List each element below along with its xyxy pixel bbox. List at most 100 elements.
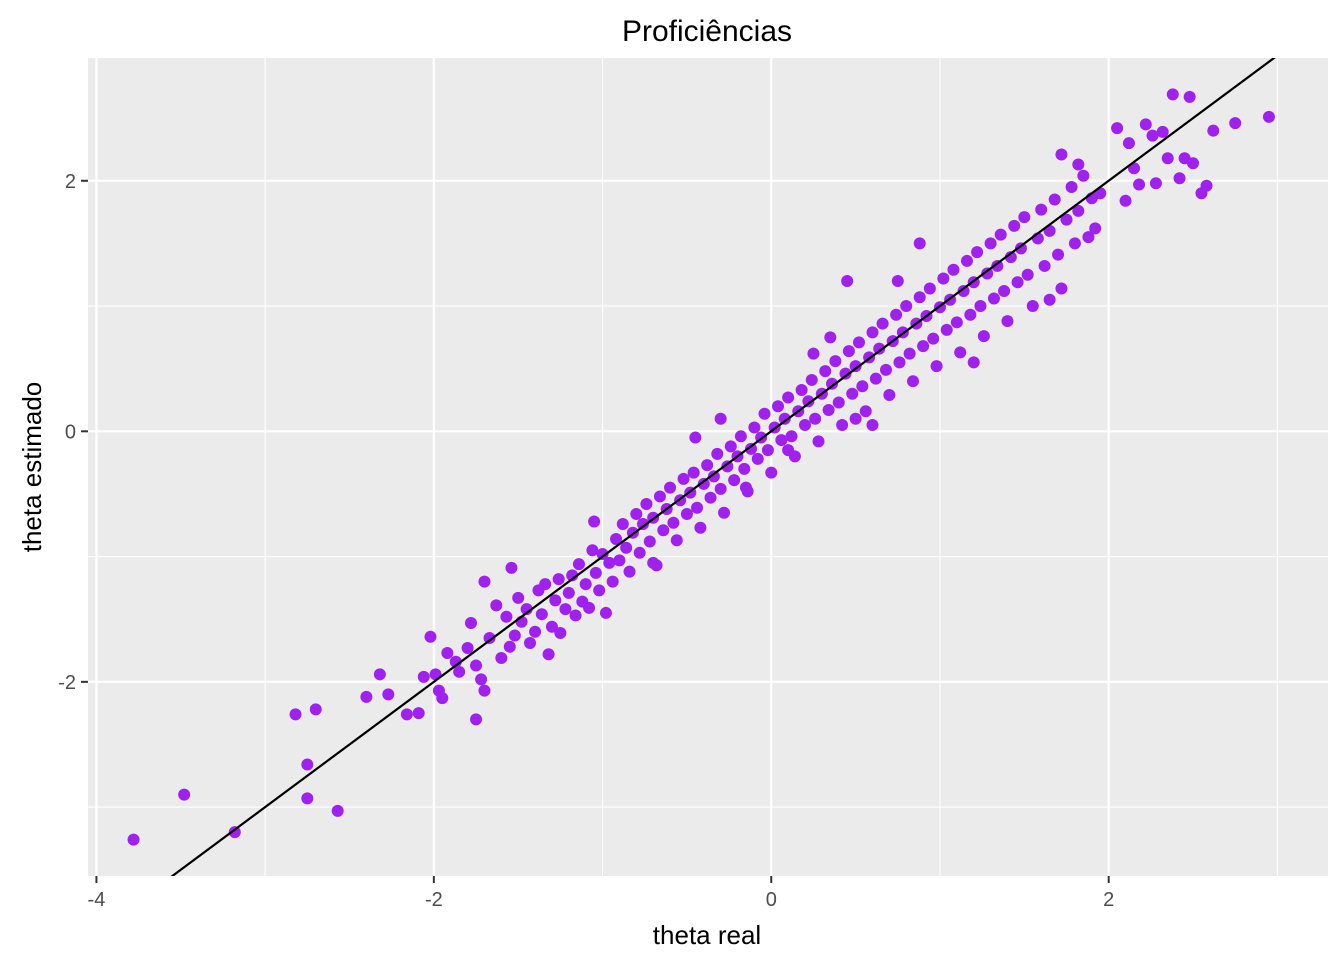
data-point (1008, 219, 1021, 232)
data-point (301, 758, 314, 771)
data-point (694, 521, 707, 534)
data-point (824, 331, 837, 344)
data-point (1014, 242, 1027, 255)
data-point (998, 284, 1011, 297)
data-point (470, 659, 483, 672)
data-point (981, 267, 994, 280)
data-point (616, 517, 629, 530)
data-point (687, 466, 700, 479)
data-point (453, 665, 466, 678)
data-point (657, 524, 670, 537)
data-point (971, 246, 984, 259)
data-point (623, 565, 636, 578)
data-point (490, 599, 503, 612)
data-point (728, 474, 741, 487)
data-point (1026, 300, 1039, 313)
data-point (832, 396, 845, 409)
data-point (691, 501, 704, 514)
data-point (836, 419, 849, 432)
data-point (441, 647, 454, 660)
data-point (1004, 251, 1017, 264)
data-point (748, 421, 761, 434)
data-point (436, 692, 449, 705)
data-point (940, 323, 953, 336)
data-point (758, 407, 771, 420)
data-point (724, 440, 737, 453)
data-point (309, 703, 322, 716)
data-point (950, 316, 963, 329)
data-point (640, 497, 653, 510)
data-point (866, 326, 879, 339)
data-point (520, 603, 533, 616)
data-point (937, 272, 950, 285)
y-tick-label: 2 (65, 171, 76, 193)
data-point (1082, 231, 1095, 244)
data-point (842, 345, 855, 358)
data-point (846, 387, 859, 400)
data-point (839, 367, 852, 380)
data-point (424, 630, 437, 643)
x-tick-label: 0 (766, 889, 777, 911)
data-point (711, 447, 724, 460)
data-point (1048, 193, 1061, 206)
data-point (549, 594, 562, 607)
data-point (478, 575, 491, 588)
data-point (906, 375, 919, 388)
data-point (984, 237, 997, 250)
data-point (917, 340, 930, 353)
data-point (1001, 315, 1014, 328)
data-point (826, 377, 838, 390)
data-point (1133, 178, 1146, 191)
data-point (301, 792, 314, 805)
data-point (822, 404, 835, 417)
data-point (667, 516, 680, 529)
data-point (1119, 194, 1132, 207)
y-tick-label: 0 (65, 421, 76, 443)
data-point (745, 442, 758, 455)
data-point (552, 573, 565, 586)
data-point (495, 652, 508, 665)
data-point (778, 412, 791, 425)
data-point (603, 556, 616, 569)
data-point (807, 347, 820, 360)
data-point (809, 412, 822, 425)
data-point (1052, 248, 1065, 261)
data-point (1068, 237, 1081, 250)
data-point (765, 466, 778, 479)
data-point (856, 380, 869, 393)
data-point (900, 300, 913, 313)
data-point (1011, 276, 1024, 289)
data-point (795, 383, 808, 396)
data-point (704, 491, 717, 504)
data-point (738, 462, 751, 475)
data-point (869, 372, 882, 385)
minor-gridlines (88, 58, 1328, 876)
data-point (1200, 179, 1213, 192)
data-point (714, 412, 727, 425)
data-point (127, 833, 140, 846)
data-point (382, 688, 395, 701)
data-point (689, 431, 702, 444)
data-point (586, 544, 599, 557)
data-point (1065, 181, 1078, 194)
data-point (178, 788, 191, 801)
y-axis: -2 0 2 (58, 171, 88, 694)
data-point (1043, 293, 1056, 306)
x-tick-label: 2 (1103, 889, 1114, 911)
data-point (913, 291, 926, 304)
data-point (1060, 213, 1073, 226)
data-point (819, 365, 832, 378)
data-point (610, 533, 623, 546)
data-point (599, 606, 612, 619)
data-point (606, 575, 619, 588)
data-point (680, 507, 693, 520)
data-point (412, 707, 425, 720)
data-point (1139, 118, 1152, 131)
data-point (859, 405, 872, 418)
data-point (893, 356, 906, 369)
data-point (524, 637, 537, 650)
data-point (289, 708, 302, 721)
data-point (1149, 177, 1162, 190)
data-point (1111, 122, 1124, 135)
data-point (964, 308, 977, 321)
